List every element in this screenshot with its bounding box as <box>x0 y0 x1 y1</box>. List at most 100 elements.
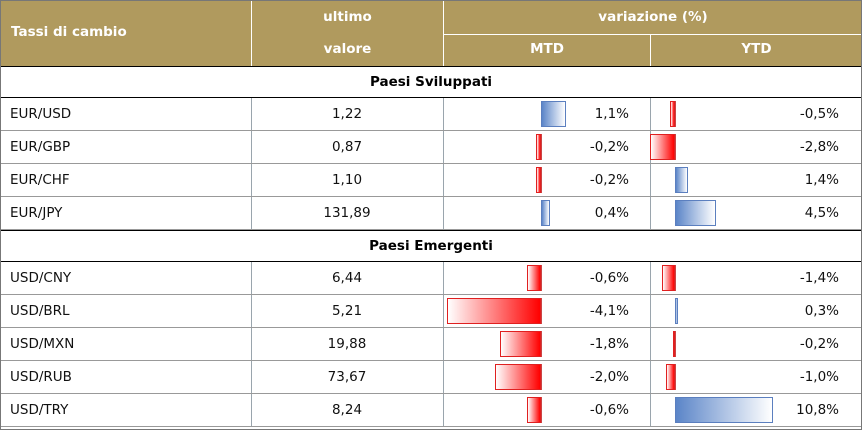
last-value: 0,87 <box>331 139 363 155</box>
mtd-bar <box>536 134 541 160</box>
table-row: USD/MXN 19,88 -1,8% -0,2% <box>0 328 862 361</box>
table-row: USD/TRY 8,24 -0,6% 10,8% <box>0 394 862 427</box>
header-title: Tassi di cambio <box>11 24 127 40</box>
table-row: USD/RUB 73,67 -2,0% -1,0% <box>0 361 862 394</box>
header-mtd: MTD <box>530 41 564 57</box>
cell-separator <box>251 394 252 426</box>
mtd-bar <box>527 265 541 291</box>
currency-pair: EUR/USD <box>10 106 72 122</box>
cell-separator <box>443 197 444 229</box>
table-row: EUR/CHF 1,10 -0,2% 1,4% <box>0 164 862 197</box>
cell-separator <box>650 262 651 294</box>
cell-separator <box>650 295 651 327</box>
ytd-bar <box>665 364 675 390</box>
mtd-bar <box>541 200 551 226</box>
cell-separator <box>650 197 651 229</box>
mtd-zero-axis <box>541 167 542 193</box>
currency-pair: USD/MXN <box>10 336 75 352</box>
cell-separator <box>251 131 252 163</box>
cell-separator <box>251 328 252 360</box>
section-title: Paesi Emergenti <box>0 230 862 262</box>
header-last-value-cell: ultimo valore <box>252 0 443 66</box>
table-row: USD/BRL 5,21 -4,1% 0,3% <box>0 295 862 328</box>
cell-separator <box>251 262 252 294</box>
last-value: 131,89 <box>323 205 371 221</box>
mtd-zero-axis <box>541 265 542 291</box>
cell-separator <box>251 98 252 130</box>
ytd-value: 10,8% <box>796 402 839 418</box>
cell-separator <box>443 164 444 196</box>
ytd-zero-axis <box>675 364 676 390</box>
cell-separator <box>443 98 444 130</box>
currency-pair: USD/TRY <box>10 402 69 418</box>
currency-pair: USD/BRL <box>10 303 70 319</box>
cell-separator <box>650 361 651 393</box>
mtd-zero-axis <box>541 364 542 390</box>
currency-pair: USD/CNY <box>10 270 72 286</box>
cell-separator <box>650 328 651 360</box>
cell-separator <box>443 361 444 393</box>
mtd-bar <box>541 101 567 127</box>
mtd-value: -1,8% <box>589 336 629 352</box>
mtd-value: -4,1% <box>589 303 629 319</box>
cell-separator <box>251 295 252 327</box>
table-row: USD/CNY 6,44 -0,6% -1,4% <box>0 262 862 295</box>
header-last-line2: valore <box>323 41 372 57</box>
ytd-zero-axis <box>675 134 676 160</box>
currency-pair: EUR/GBP <box>10 139 71 155</box>
cell-separator <box>443 394 444 426</box>
header-title-cell: Tassi di cambio <box>0 0 251 66</box>
ytd-value: 1,4% <box>804 172 839 188</box>
mtd-value: -0,6% <box>589 270 629 286</box>
cell-separator <box>443 262 444 294</box>
mtd-value: -2,0% <box>589 369 629 385</box>
ytd-value: -1,4% <box>799 270 839 286</box>
mtd-value: -0,2% <box>589 172 629 188</box>
mtd-bar <box>499 331 541 357</box>
table-row: EUR/USD 1,22 1,1% -0,5% <box>0 98 862 131</box>
mtd-value: -0,2% <box>589 139 629 155</box>
last-value: 19,88 <box>327 336 367 352</box>
cell-separator <box>443 295 444 327</box>
last-value: 1,10 <box>331 172 363 188</box>
mtd-bar <box>446 298 541 324</box>
mtd-zero-axis <box>541 397 542 423</box>
last-value: 5,21 <box>331 303 363 319</box>
ytd-zero-axis <box>675 265 676 291</box>
cell-separator <box>650 394 651 426</box>
mtd-bar <box>527 397 541 423</box>
currency-pair: EUR/JPY <box>10 205 63 221</box>
cell-separator <box>251 164 252 196</box>
last-value: 73,67 <box>327 369 367 385</box>
ytd-value: -2,8% <box>799 139 839 155</box>
cell-separator <box>443 131 444 163</box>
table-row: EUR/GBP 0,87 -0,2% -2,8% <box>0 131 862 164</box>
header-last-line1: ultimo <box>323 9 372 25</box>
header-variation-cell: variazione (%) MTD YTD <box>444 0 862 66</box>
header-divider-horizontal <box>444 34 862 35</box>
mtd-bar <box>536 167 541 193</box>
cell-separator <box>650 164 651 196</box>
table-row: EUR/JPY 131,89 0,4% 4,5% <box>0 197 862 230</box>
cell-separator <box>650 98 651 130</box>
ytd-zero-axis <box>675 331 676 357</box>
cell-separator <box>251 361 252 393</box>
ytd-bar <box>662 265 675 291</box>
ytd-bar <box>673 331 675 357</box>
ytd-bar <box>649 134 675 160</box>
header-variation: variazione (%) <box>598 9 708 25</box>
mtd-bar <box>495 364 541 390</box>
ytd-value: 0,3% <box>804 303 839 319</box>
ytd-bar <box>670 101 675 127</box>
last-value: 6,44 <box>331 270 363 286</box>
ytd-value: -1,0% <box>799 369 839 385</box>
section-title: Paesi Sviluppati <box>0 66 862 98</box>
mtd-value: -0,6% <box>589 402 629 418</box>
ytd-zero-axis <box>675 101 676 127</box>
ytd-bar <box>675 200 716 226</box>
last-value: 1,22 <box>331 106 363 122</box>
ytd-value: 4,5% <box>804 205 839 221</box>
currency-pair: EUR/CHF <box>10 172 70 188</box>
ytd-bar <box>675 397 774 423</box>
